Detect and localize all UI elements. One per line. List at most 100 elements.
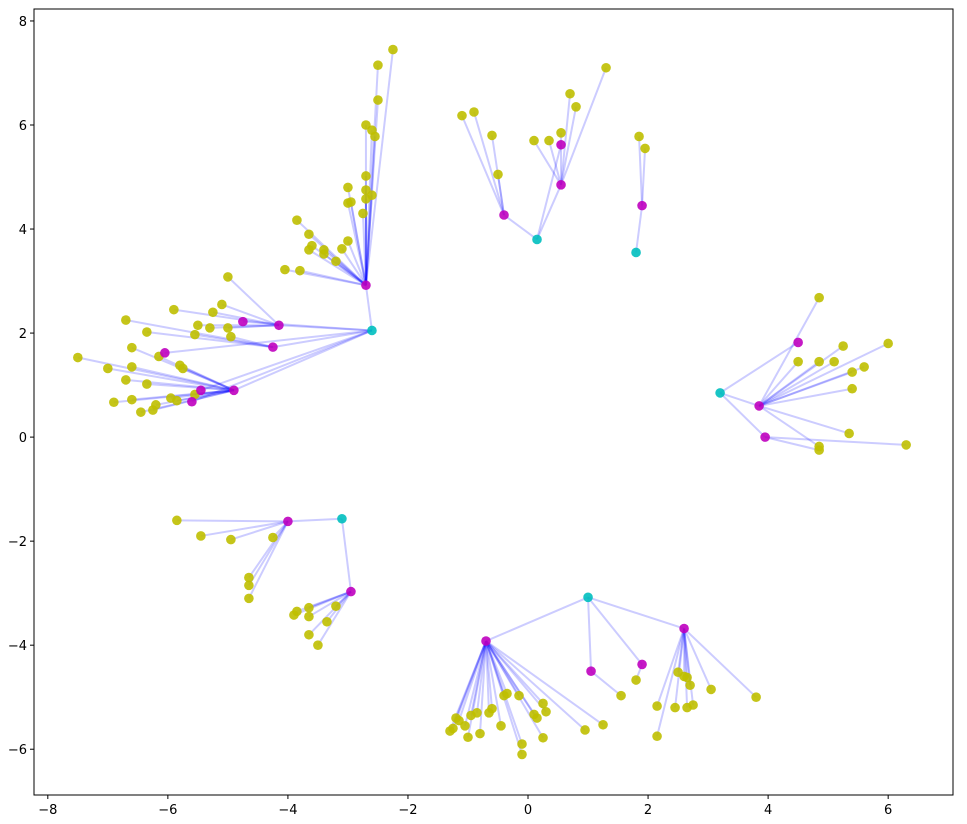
edge [656,628,686,737]
edge [227,324,279,329]
edge [485,640,505,696]
edge [323,253,367,287]
point [226,331,236,342]
edge [758,360,820,407]
point [793,356,803,367]
point [814,445,824,455]
edge [230,335,274,349]
point [457,110,467,121]
point [361,171,371,181]
edge [485,640,586,731]
edge [476,640,487,713]
x-tick-label: −6 [158,803,177,818]
point [304,602,314,613]
point [109,397,119,408]
edge [485,640,544,705]
point [487,703,497,714]
edge [146,331,274,349]
edge [308,590,352,636]
point [814,356,824,367]
edge [452,640,487,729]
point [319,249,329,259]
x-tick-label: −4 [278,803,297,818]
point [859,362,869,372]
edge [179,364,235,392]
point [544,135,554,146]
point [367,325,377,336]
edge [560,67,607,186]
edge [548,140,562,186]
edge [248,520,289,586]
point [361,280,371,291]
edge [478,640,487,734]
edge [209,324,279,329]
edge [346,202,367,286]
point [847,367,857,377]
edge [485,640,508,694]
edge [308,248,367,287]
point [460,721,470,731]
point [640,143,650,154]
point [580,725,590,735]
point [160,348,170,358]
edge [233,329,373,392]
edge [683,628,695,706]
point [760,432,770,442]
point [313,640,323,650]
y-tick-label: −6 [8,743,27,758]
edge [107,367,235,392]
edge [764,436,820,452]
point [652,731,662,742]
point [631,247,641,258]
edge [719,391,760,407]
edge [473,111,505,216]
point [337,513,347,524]
point [688,700,698,710]
edge [146,383,234,392]
point [226,534,236,545]
edge [364,285,373,331]
point [205,323,215,333]
point [598,719,608,730]
point [493,169,503,180]
edge [341,248,367,286]
point [883,338,893,349]
point [268,342,278,352]
point [343,182,353,193]
edge [308,590,352,618]
edge [461,115,505,216]
point [847,383,857,394]
edge [503,214,538,241]
point [304,229,314,240]
point-group [160,139,803,676]
edge [677,628,686,673]
edge [164,329,373,354]
point [244,572,254,583]
point [481,636,491,646]
edge [173,308,280,327]
point [469,107,479,117]
y-tick-label: 0 [19,431,27,446]
edge [470,640,487,716]
edge [364,136,376,286]
point [793,337,803,348]
edge [182,367,235,392]
point [652,701,662,711]
point [814,292,824,303]
edge [485,640,538,719]
point [706,684,716,695]
y-tick-label: 6 [19,119,27,134]
edge [485,596,589,642]
y-tick-label: 4 [19,223,27,238]
point [142,379,152,389]
edge [278,324,373,332]
edge [656,628,686,707]
edge [758,371,853,407]
edge [200,520,289,537]
point [121,375,131,385]
point [343,236,353,246]
edge [765,436,907,446]
edge [683,628,689,678]
